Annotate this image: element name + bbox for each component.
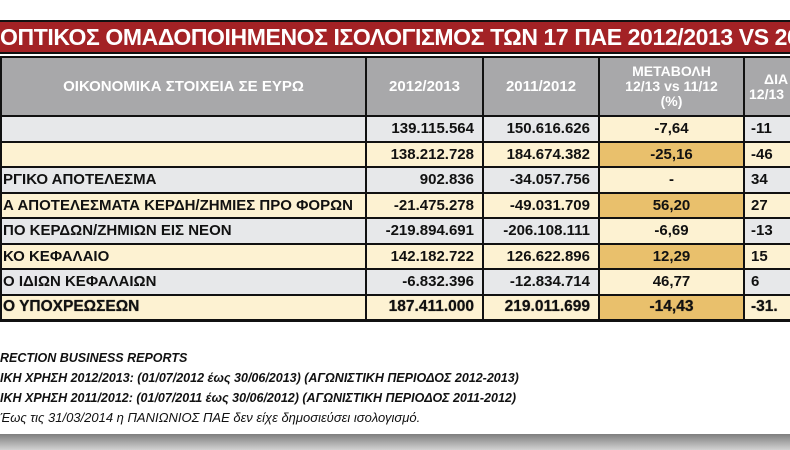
- row-label: [0, 140, 367, 168]
- value-difference: -13: [743, 217, 790, 245]
- value-2011-2012: 184.674.382: [482, 140, 600, 168]
- table-total-row: Ο ΥΠΟΧΡΕΩΣΕΩΝ 187.411.000 219.011.699 -1…: [0, 293, 790, 322]
- table-row: ΠΟ ΚΕΡΔΩΝ/ΖΗΜΙΩΝ ΕΙΣ ΝΕΟΝ -219.894.691 -…: [0, 217, 790, 245]
- footnote-fiscal-2011-2012: ΙΚΗ ΧΡΗΣΗ 2011/2012: (01/07/2011 έως 30/…: [0, 391, 517, 405]
- value-difference: -11: [743, 115, 790, 143]
- header-change-percent: ΜΕΤΑΒΟΛΗ 12/13 vs 11/12 (%): [598, 56, 745, 117]
- value-change: 46,77: [598, 268, 745, 296]
- value-2012-2013: -6.832.396: [365, 268, 484, 296]
- value-2012-2013: 902.836: [365, 166, 484, 194]
- value-difference: 15: [743, 242, 790, 270]
- value-2011-2012: -12.834.714: [482, 268, 600, 296]
- row-label: ΡΓΙΚΟ ΑΠΟΤΕΛΕΣΜΑ: [0, 166, 367, 194]
- value-difference: 27: [743, 191, 790, 219]
- header-2012-2013: 2012/2013: [365, 56, 484, 117]
- value-change: -14,43: [598, 293, 745, 322]
- header-2011-2012: 2011/2012: [482, 56, 600, 117]
- row-label: Α ΑΠΟΤΕΛΕΣΜΑΤΑ ΚΕΡΔΗ/ΖΗΜΙΕΣ ΠΡΟ ΦΟΡΩΝ: [0, 191, 367, 219]
- value-change: -: [598, 166, 745, 194]
- value-difference: -46: [743, 140, 790, 168]
- row-label: ΠΟ ΚΕΡΔΩΝ/ΖΗΜΙΩΝ ΕΙΣ ΝΕΟΝ: [0, 217, 367, 245]
- header-change-line2: 12/13 vs 11/12: [625, 78, 718, 94]
- value-difference: -31.: [743, 293, 790, 322]
- footnotes: RECTION BUSINESS REPORTS ΙΚΗ ΧΡΗΣΗ 2012/…: [0, 348, 790, 428]
- value-2012-2013: -219.894.691: [365, 217, 484, 245]
- row-label: Ο ΥΠΟΧΡΕΩΣΕΩΝ: [0, 293, 367, 322]
- footnote-source: RECTION BUSINESS REPORTS: [0, 351, 188, 365]
- page-edge-shadow: [0, 434, 790, 450]
- report-title-bar: ΟΠΤΙΚΟΣ ΟΜΑΔΟΠΟΙΗΜΕΝΟΣ ΙΣΟΛΟΓΙΣΜΟΣ ΤΩΝ 1…: [0, 20, 790, 54]
- value-2012-2013: 138.212.728: [365, 140, 484, 168]
- value-2012-2013: 142.182.722: [365, 242, 484, 270]
- footnote-panionios: Έως τις 31/03/2014 η ΠΑΝΙΩΝΙΟΣ ΠΑΕ δεν ε…: [0, 410, 421, 425]
- value-difference: 6: [743, 268, 790, 296]
- value-difference: 34: [743, 166, 790, 194]
- value-2011-2012: 150.616.626: [482, 115, 600, 143]
- report-title: ΟΠΤΙΚΟΣ ΟΜΑΔΟΠΟΙΗΜΕΝΟΣ ΙΣΟΛΟΓΙΣΜΟΣ ΤΩΝ 1…: [0, 23, 790, 50]
- value-2011-2012: -49.031.709: [482, 191, 600, 219]
- value-change: 12,29: [598, 242, 745, 270]
- header-diff-line2: 12/13: [749, 85, 785, 102]
- value-change: 56,20: [598, 191, 745, 219]
- row-label: Ο ΙΔΙΩΝ ΚΕΦΑΛΑΙΩΝ: [0, 268, 367, 296]
- header-financial-items: ΟΙΚΟΝΟΜΙΚΑ ΣΤΟΙΧΕΙΑ ΣΕ ΕΥΡΩ: [0, 56, 367, 117]
- row-label: ΚΟ ΚΕΦΑΛΑΙΟ: [0, 242, 367, 270]
- table-row: ΡΓΙΚΟ ΑΠΟΤΕΛΕΣΜΑ 902.836 -34.057.756 - 3…: [0, 166, 790, 194]
- table-row: 139.115.564 150.616.626 -7,64 -11: [0, 115, 790, 143]
- value-2011-2012: -206.108.111: [482, 217, 600, 245]
- table-row: Α ΑΠΟΤΕΛΕΣΜΑΤΑ ΚΕΡΔΗ/ΖΗΜΙΕΣ ΠΡΟ ΦΟΡΩΝ -2…: [0, 191, 790, 219]
- table-row: 138.212.728 184.674.382 -25,16 -46: [0, 140, 790, 168]
- balance-sheet-table: ΟΙΚΟΝΟΜΙΚΑ ΣΤΟΙΧΕΙΑ ΣΕ ΕΥΡΩ 2012/2013 20…: [0, 56, 790, 322]
- header-diff-line1: ΔΙΑ: [764, 70, 789, 87]
- value-2012-2013: 187.411.000: [365, 293, 484, 322]
- value-change: -7,64: [598, 115, 745, 143]
- header-difference: ΔΙΑ 12/13: [743, 56, 790, 117]
- table-header-row: ΟΙΚΟΝΟΜΙΚΑ ΣΤΟΙΧΕΙΑ ΣΕ ΕΥΡΩ 2012/2013 20…: [0, 56, 790, 117]
- value-2011-2012: 126.622.896: [482, 242, 600, 270]
- value-2011-2012: 219.011.699: [482, 293, 600, 322]
- value-2012-2013: -21.475.278: [365, 191, 484, 219]
- value-change: -25,16: [598, 140, 745, 168]
- row-label: [0, 115, 367, 143]
- value-2011-2012: -34.057.756: [482, 166, 600, 194]
- table-row: Ο ΙΔΙΩΝ ΚΕΦΑΛΑΙΩΝ -6.832.396 -12.834.714…: [0, 268, 790, 296]
- table-row: ΚΟ ΚΕΦΑΛΑΙΟ 142.182.722 126.622.896 12,2…: [0, 242, 790, 270]
- header-change-line1: ΜΕΤΑΒΟΛΗ: [632, 63, 711, 79]
- header-change-line3: (%): [660, 93, 683, 109]
- value-change: -6,69: [598, 217, 745, 245]
- value-2012-2013: 139.115.564: [365, 115, 484, 143]
- footnote-fiscal-2012-2013: ΙΚΗ ΧΡΗΣΗ 2012/2013: (01/07/2012 έως 30/…: [0, 371, 519, 385]
